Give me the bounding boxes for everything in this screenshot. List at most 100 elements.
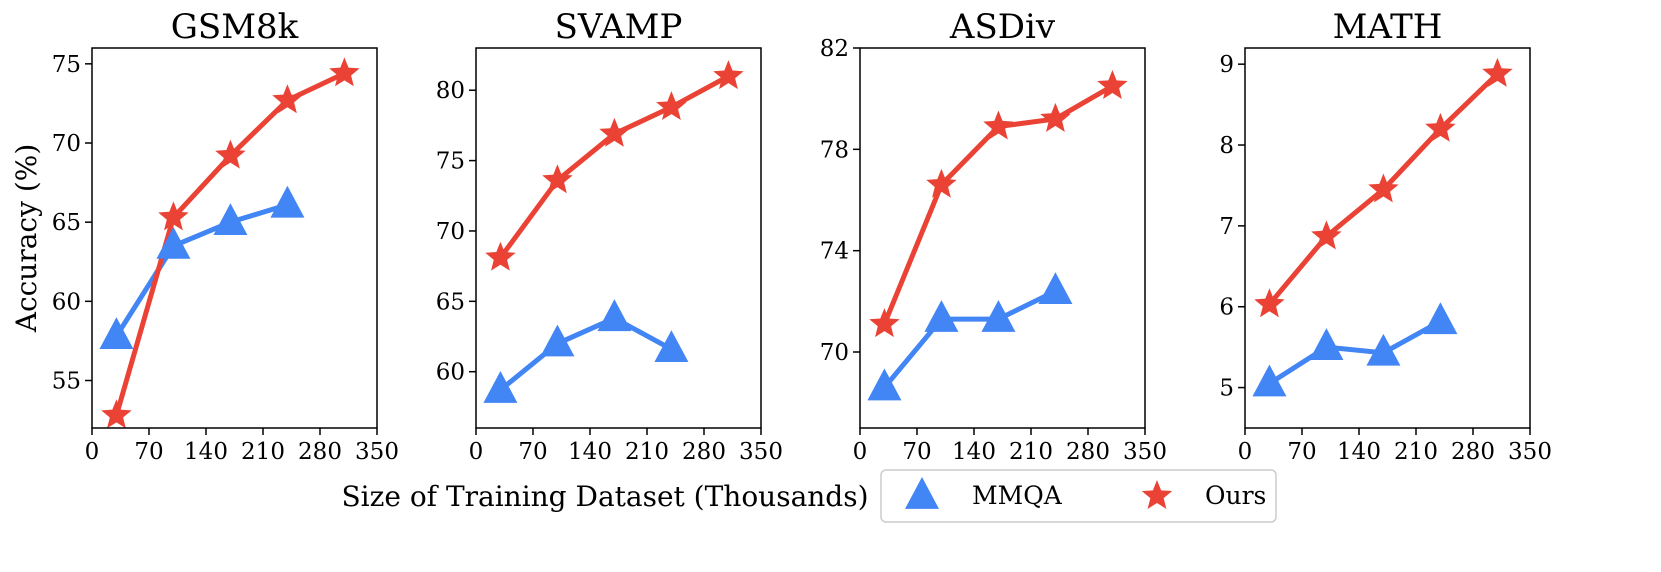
x-tick-label: 70: [902, 439, 931, 465]
x-tick-label: 0: [1238, 439, 1253, 465]
panel-title: MATH: [1333, 7, 1443, 47]
y-tick-label: 78: [820, 137, 849, 163]
series-line-mmqa: [113, 202, 290, 339]
data-point-ours: [926, 168, 957, 198]
panel-math: MATH 0 70 140 210 280 350 5 6 7 8 9: [1219, 7, 1552, 465]
data-point-ours: [656, 91, 687, 121]
data-point-mmqa: [867, 368, 902, 401]
x-tick-label: 280: [1451, 439, 1495, 465]
x-tick-label: 210: [241, 439, 285, 465]
data-point-ours: [983, 110, 1014, 140]
y-tick-label: 6: [1219, 295, 1234, 321]
legend-box: [880, 469, 1277, 523]
data-point-ours: [1425, 112, 1456, 142]
data-point-mmqa: [981, 300, 1016, 332]
data-point-mmqa: [213, 203, 248, 236]
x-tick-label: 140: [1337, 439, 1381, 465]
x-tick-label: 350: [1508, 439, 1552, 465]
x-tick-label: 140: [184, 439, 228, 465]
x-tick-label: 280: [682, 439, 726, 465]
y-tick-label: 55: [52, 369, 81, 395]
y-tick-label: 60: [436, 360, 465, 386]
data-point-mmqa: [483, 371, 518, 403]
x-axis-label: Size of Training Dataset (Thousands): [341, 480, 868, 513]
x-tick-label: 140: [952, 439, 996, 465]
data-point-mmqa: [654, 330, 689, 363]
data-point-ours: [272, 84, 303, 114]
panel-svamp: SVAMP 0 70 140 210 280 350 60 65 70 75 80: [436, 7, 783, 465]
data-point-ours: [1254, 288, 1285, 318]
data-point-ours: [1097, 70, 1128, 99]
data-point-ours: [869, 308, 900, 338]
data-point-mmqa: [1423, 302, 1458, 335]
x-tick-label: 0: [85, 439, 100, 465]
x-tick-label: 280: [1066, 439, 1110, 465]
y-tick-label: 65: [436, 289, 465, 315]
legend-marker-ours: [1141, 480, 1173, 509]
panel-title: ASDiv: [949, 7, 1056, 47]
data-point-ours: [215, 139, 246, 169]
legend: MMQA Ours: [880, 469, 1277, 523]
legend-label-mmqa: MMQA: [972, 481, 1063, 510]
data-point-mmqa: [99, 317, 134, 350]
x-tick-label: 280: [298, 439, 342, 465]
y-tick-label: 65: [52, 210, 81, 236]
y-tick-label: 7: [1219, 214, 1234, 240]
series-line-mmqa: [497, 315, 674, 393]
y-tick-label: 70: [820, 340, 849, 366]
y-tick-label: 70: [436, 219, 465, 245]
data-point-ours: [599, 117, 630, 147]
data-point-ours: [1482, 57, 1513, 87]
x-tick-label: 140: [568, 439, 612, 465]
plot-frame: [91, 47, 378, 429]
series-line-mmqa: [881, 288, 1058, 390]
y-tick-label: 8: [1219, 133, 1234, 159]
plot-frame: [475, 47, 762, 429]
x-tick-label: 350: [739, 439, 783, 465]
series-line-ours: [113, 70, 347, 418]
legend-marker-mmqa: [905, 477, 939, 509]
x-tick-label: 70: [518, 439, 547, 465]
data-point-mmqa: [270, 185, 305, 218]
data-point-ours: [1311, 220, 1342, 250]
panel-gsm8k: GSM8k 0 70 140 210 280 350 55 60 65 70 75: [52, 7, 399, 465]
x-tick-label: 0: [469, 439, 484, 465]
panel-asdiv: ASDiv 0 70 140 210 280 350 70 74 78 82: [820, 7, 1167, 465]
y-tick-label: 82: [820, 36, 849, 62]
y-tick-label: 70: [52, 131, 81, 157]
y-tick-label: 60: [52, 289, 81, 315]
data-point-ours: [1040, 102, 1071, 132]
panel-title: SVAMP: [555, 7, 683, 47]
data-point-mmqa: [924, 300, 959, 332]
data-point-mmqa: [597, 299, 632, 332]
plot-frame: [1244, 47, 1531, 429]
panel-title: GSM8k: [171, 7, 299, 47]
y-tick-label: 75: [52, 52, 81, 78]
data-point-ours: [485, 241, 516, 271]
x-tick-label: 350: [1123, 439, 1167, 465]
legend-label-ours: Ours: [1205, 481, 1266, 510]
plot-frame: [859, 47, 1146, 429]
x-tick-label: 210: [1009, 439, 1053, 465]
x-tick-label: 210: [1394, 439, 1438, 465]
y-tick-label: 9: [1219, 52, 1234, 78]
x-tick-label: 70: [1287, 439, 1316, 465]
data-point-mmqa: [1038, 272, 1073, 305]
data-point-mmqa: [156, 226, 191, 259]
x-tick-label: 70: [134, 439, 163, 465]
data-point-ours: [542, 164, 573, 194]
series-line-ours: [497, 73, 731, 261]
y-tick-label: 75: [436, 149, 465, 175]
data-point-mmqa: [1366, 333, 1401, 366]
data-point-ours: [158, 201, 189, 231]
data-point-mmqa: [540, 324, 575, 357]
x-tick-label: 210: [625, 439, 669, 465]
data-point-ours: [329, 57, 360, 87]
series-line-mmqa: [1266, 318, 1443, 387]
data-point-ours: [713, 60, 744, 90]
data-point-ours: [101, 399, 132, 429]
x-tick-label: 0: [853, 439, 868, 465]
y-tick-label: 5: [1219, 376, 1234, 402]
